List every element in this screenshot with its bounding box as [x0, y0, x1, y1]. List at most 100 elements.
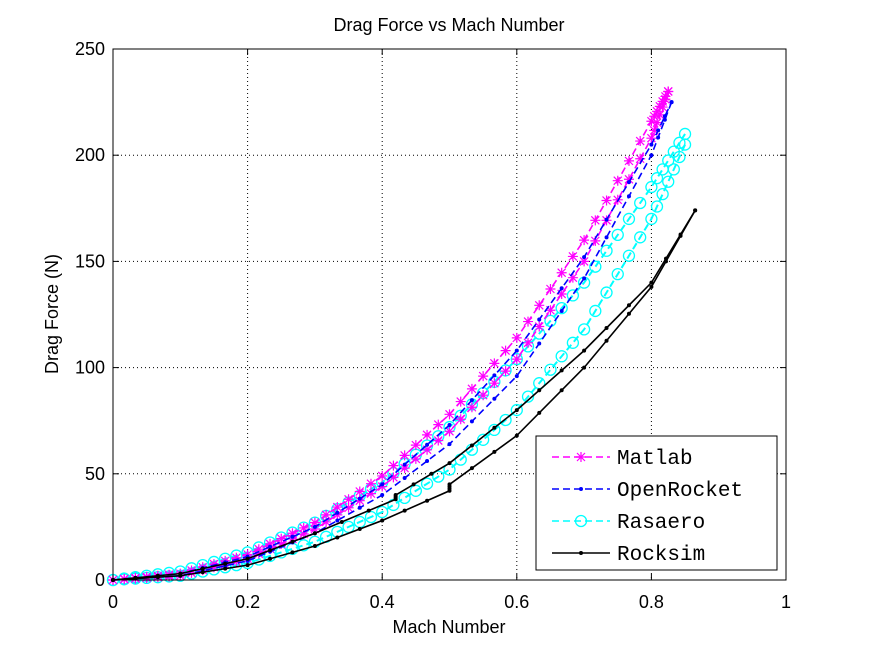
data-point-rocksim — [626, 311, 631, 316]
series-layer — [106, 86, 698, 587]
data-point-matlab — [590, 235, 601, 246]
x-tick-label: 0 — [108, 592, 118, 612]
data-point-rasaero — [650, 200, 664, 213]
data-point-rocksim — [492, 449, 497, 454]
data-point-matlab — [343, 502, 354, 513]
data-point-rocksim — [447, 461, 452, 466]
data-point-openrocket — [492, 396, 497, 401]
data-point-openrocket — [649, 142, 654, 147]
data-point-rocksim — [366, 508, 371, 513]
data-point-openrocket — [402, 476, 407, 481]
data-point-matlab — [663, 86, 674, 97]
data-point-rocksim — [469, 443, 474, 448]
x-tick-label: 0.6 — [504, 592, 529, 612]
data-point-rasaero — [420, 477, 434, 490]
x-tick-label: 1 — [781, 592, 791, 612]
data-point-rocksim — [312, 544, 317, 549]
data-point-rocksim — [402, 508, 407, 513]
data-point-openrocket — [447, 442, 452, 447]
data-point-rasaero — [634, 231, 647, 244]
data-point-matlab — [388, 472, 399, 483]
data-point-rocksim — [411, 482, 416, 487]
data-point-matlab — [657, 102, 668, 113]
data-point-openrocket — [380, 493, 385, 498]
data-point-rasaero — [611, 228, 624, 242]
data-point-rocksim — [335, 535, 340, 540]
data-point-rocksim — [223, 561, 228, 566]
data-point-matlab — [590, 215, 601, 226]
legend-marker-matlab — [576, 452, 586, 462]
data-point-openrocket — [626, 194, 631, 199]
data-point-rocksim — [514, 408, 519, 413]
data-point-rasaero — [398, 491, 411, 505]
data-point-matlab — [298, 528, 309, 539]
data-point-matlab — [534, 321, 545, 332]
data-point-rocksim — [155, 575, 160, 580]
data-point-rocksim — [339, 519, 344, 524]
legend-label-rasaero: Rasaero — [617, 512, 705, 535]
data-point-matlab — [478, 371, 489, 382]
data-point-matlab — [579, 256, 590, 267]
data-point-rocksim — [200, 570, 205, 575]
series-rocksim — [111, 208, 698, 582]
data-point-openrocket — [582, 276, 587, 281]
data-point-rocksim — [245, 556, 250, 561]
data-point-matlab — [309, 517, 320, 528]
data-point-matlab — [298, 522, 309, 533]
data-point-rasaero — [566, 289, 580, 302]
data-point-openrocket — [425, 442, 430, 447]
data-point-rasaero — [589, 304, 602, 318]
data-point-matlab — [635, 136, 646, 147]
legend: Matlab OpenRocket Rasaero Rocksim — [535, 435, 778, 571]
data-point-matlab — [399, 450, 410, 461]
series-line-openrocket-ascent — [112, 101, 673, 581]
data-point-matlab — [399, 463, 410, 474]
data-point-rasaero — [577, 323, 591, 336]
data-point-openrocket — [357, 505, 362, 510]
data-point-rasaero — [555, 350, 568, 363]
data-point-rocksim — [357, 527, 362, 532]
data-point-matlab — [410, 440, 421, 451]
data-point-openrocket — [380, 482, 385, 487]
data-point-openrocket — [357, 496, 362, 501]
data-point-rocksim — [537, 388, 542, 393]
x-tick-label: 0.2 — [235, 592, 260, 612]
data-point-rasaero — [432, 470, 445, 483]
data-point-matlab — [511, 354, 522, 365]
series-line-openrocket-descent — [112, 101, 673, 581]
data-point-rasaero — [297, 539, 310, 552]
data-point-matlab — [567, 272, 578, 283]
data-point-rocksim — [604, 325, 609, 330]
data-point-rasaero — [342, 520, 355, 534]
x-tick-label: 0.8 — [639, 592, 664, 612]
data-point-rasaero — [555, 301, 568, 315]
data-point-rocksim — [393, 493, 398, 498]
data-point-rocksim — [380, 518, 385, 523]
data-point-rasaero — [521, 390, 535, 403]
y-tick-label: 250 — [75, 39, 105, 59]
data-point-rocksim — [693, 208, 698, 213]
y-tick-label: 200 — [75, 145, 105, 165]
data-point-matlab — [601, 195, 612, 206]
data-point-rocksim — [582, 365, 587, 370]
data-point-matlab — [649, 125, 660, 136]
data-point-openrocket — [402, 462, 407, 467]
data-point-matlab — [556, 288, 567, 299]
data-point-openrocket — [604, 235, 609, 240]
data-point-rocksim — [514, 433, 519, 438]
data-point-rocksim — [290, 539, 295, 544]
data-point-matlab — [523, 316, 534, 327]
data-point-rasaero — [645, 212, 658, 226]
y-tick-label: 150 — [75, 251, 105, 271]
data-point-openrocket — [425, 459, 430, 464]
data-point-rocksim — [492, 425, 497, 430]
data-point-matlab — [276, 533, 287, 544]
data-point-rocksim — [290, 550, 295, 555]
data-point-matlab — [635, 153, 646, 164]
data-point-matlab — [654, 109, 665, 120]
data-point-rasaero — [656, 187, 669, 201]
data-point-rocksim — [447, 488, 452, 493]
x-tick-labels: 0 0.2 0.4 0.6 0.8 1 — [108, 592, 791, 612]
chart-title: Drag Force vs Mach Number — [333, 15, 564, 35]
